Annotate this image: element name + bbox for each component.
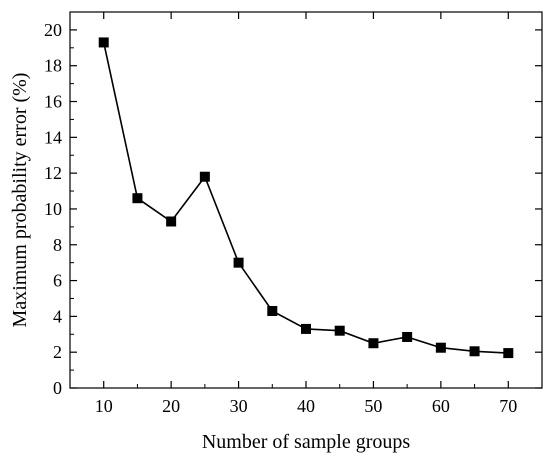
x-tick-label: 30 bbox=[230, 396, 248, 416]
data-point-marker bbox=[166, 216, 177, 227]
x-tick-label: 70 bbox=[499, 396, 517, 416]
y-tick-label: 16 bbox=[44, 92, 62, 112]
y-tick-label: 18 bbox=[44, 56, 62, 76]
data-point-marker bbox=[132, 193, 143, 204]
x-axis-title: Number of sample groups bbox=[202, 431, 411, 453]
x-tick-label: 50 bbox=[364, 396, 382, 416]
y-tick-label: 0 bbox=[53, 378, 62, 398]
tick-labels: 10 20 30 40 50 60 70 0 2 4 6 8 10 12 14 16 18 20 bbox=[44, 20, 517, 416]
y-tick-label: 8 bbox=[53, 235, 62, 255]
ticks bbox=[70, 12, 542, 389]
data-point-marker bbox=[435, 342, 446, 353]
y-tick-label: 10 bbox=[44, 199, 62, 219]
data-point-marker bbox=[469, 346, 480, 357]
data-point-marker bbox=[503, 348, 514, 359]
x-tick-label: 40 bbox=[297, 396, 315, 416]
y-axis-title: Maximum probability error (%) bbox=[9, 73, 31, 328]
y-tick-label: 2 bbox=[53, 342, 62, 362]
y-tick-label: 14 bbox=[44, 127, 62, 147]
data-point-marker bbox=[368, 338, 379, 349]
data-point-marker bbox=[301, 323, 311, 334]
series-line bbox=[102, 42, 509, 354]
data-point-marker bbox=[98, 37, 109, 48]
y-tick-label: 20 bbox=[44, 20, 62, 40]
data-point-marker bbox=[233, 257, 244, 268]
data-point-marker bbox=[334, 325, 345, 336]
x-tick-label: 20 bbox=[162, 396, 180, 416]
data-point-marker bbox=[267, 306, 278, 317]
y-tick-label: 12 bbox=[44, 163, 62, 183]
y-tick-label: 6 bbox=[53, 271, 62, 291]
x-tick-label: 10 bbox=[95, 396, 113, 416]
x-tick-label: 60 bbox=[432, 396, 450, 416]
markers bbox=[98, 37, 514, 359]
data-point-marker bbox=[199, 171, 210, 182]
y-tick-label: 4 bbox=[53, 306, 62, 326]
data-point-marker bbox=[402, 331, 413, 342]
